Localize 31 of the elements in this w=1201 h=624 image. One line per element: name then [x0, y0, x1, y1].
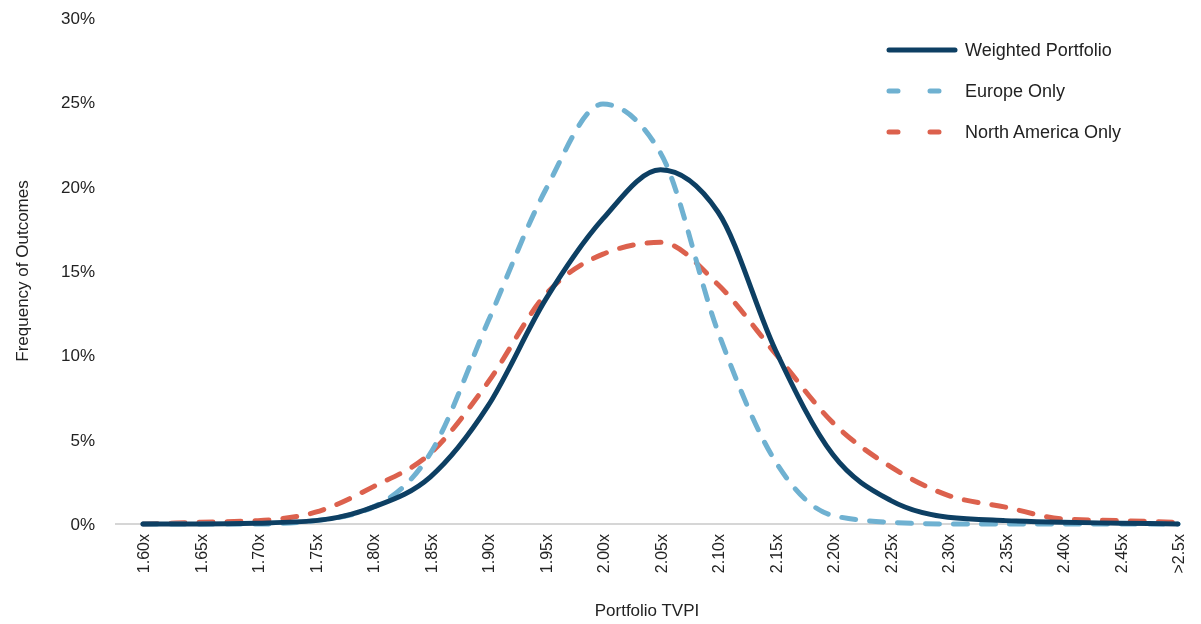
x-tick-label: 1.60x	[135, 534, 153, 574]
legend-label: Weighted Portfolio	[965, 40, 1112, 61]
x-axis-title: Portfolio TVPI	[594, 601, 700, 620]
x-tick-label: 2.15x	[767, 534, 785, 574]
legend-label: North America Only	[965, 122, 1122, 143]
x-tick-label: 1.75x	[307, 534, 325, 574]
x-tick-label: 1.90x	[480, 534, 498, 574]
y-tick-label: 5%	[70, 430, 95, 450]
x-tick-label: 1.80x	[365, 534, 383, 574]
x-tick-label: 2.00x	[595, 534, 613, 574]
x-tick-label: 2.40x	[1055, 534, 1073, 574]
x-tick-label: 2.10x	[710, 534, 728, 574]
x-tick-label: 2.45x	[1112, 534, 1130, 574]
x-tick-label: 2.35x	[997, 534, 1015, 574]
y-tick-label: 30%	[60, 8, 95, 28]
x-tick-label: 1.95x	[537, 534, 555, 574]
x-tick-label: 2.20x	[825, 534, 843, 574]
y-tick-label: 20%	[60, 177, 95, 197]
x-tick-label: 1.70x	[250, 534, 268, 574]
x-tick-label: 1.85x	[422, 534, 440, 574]
y-axis-title: Frequency of Outcomes	[13, 180, 32, 362]
x-tick-label: 1.65x	[192, 534, 210, 574]
y-tick-label: 15%	[60, 261, 95, 281]
x-tick-label: 2.30x	[940, 534, 958, 574]
y-tick-label: 25%	[60, 93, 95, 113]
x-tick-label: 2.25x	[882, 534, 900, 574]
x-tick-label: 2.05x	[652, 534, 670, 574]
y-tick-label: 10%	[60, 346, 95, 366]
y-tick-label: 0%	[70, 514, 95, 534]
legend-label: Europe Only	[965, 81, 1066, 102]
x-tick-label: >2.5x	[1170, 534, 1188, 574]
